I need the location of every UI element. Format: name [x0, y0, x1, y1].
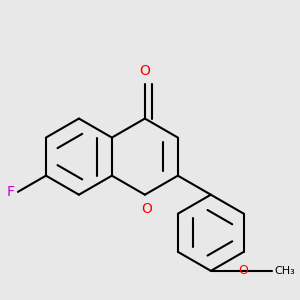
Text: O: O: [140, 64, 150, 78]
Text: O: O: [238, 264, 248, 278]
Text: O: O: [141, 202, 152, 216]
Text: F: F: [7, 185, 15, 199]
Text: CH₃: CH₃: [274, 266, 295, 276]
